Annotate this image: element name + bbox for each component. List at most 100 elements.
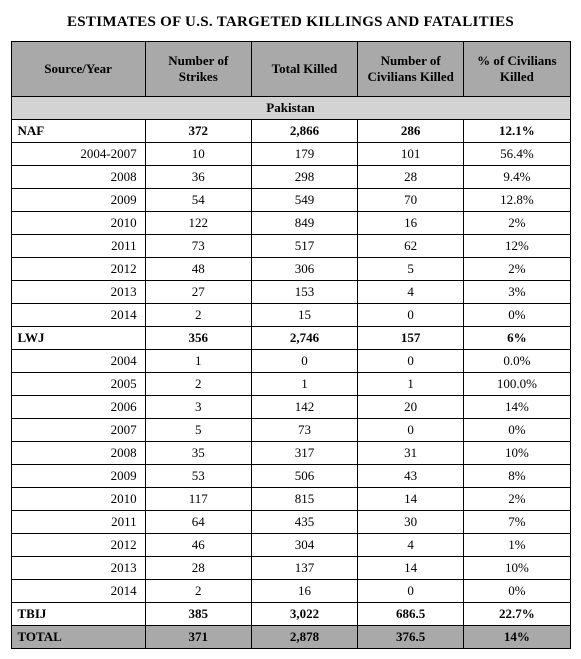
region-row: Pakistan bbox=[11, 97, 570, 120]
cell-strikes: 2 bbox=[145, 580, 251, 603]
cell-pct: 100.0% bbox=[464, 373, 570, 396]
cell-killed: 304 bbox=[251, 534, 357, 557]
cell-year: 2010 bbox=[11, 488, 145, 511]
cell-civilians: 14 bbox=[358, 557, 464, 580]
cell-civilians: 5 bbox=[358, 258, 464, 281]
cell-civilians: 4 bbox=[358, 281, 464, 304]
cell-killed: 435 bbox=[251, 511, 357, 534]
cell-civilians: 0 bbox=[358, 304, 464, 327]
cell-civilians: 0 bbox=[358, 419, 464, 442]
cell-year: 2012 bbox=[11, 534, 145, 557]
total-civilians: 376.5 bbox=[358, 626, 464, 649]
cell-civilians: 101 bbox=[358, 143, 464, 166]
cell-strikes: 36 bbox=[145, 166, 251, 189]
cell-killed: 0 bbox=[251, 350, 357, 373]
cell-pct: 7% bbox=[464, 511, 570, 534]
cell-killed: 317 bbox=[251, 442, 357, 465]
total-label: TOTAL bbox=[11, 626, 145, 649]
table-row: 20041000.0% bbox=[11, 350, 570, 373]
cell-year: 2007 bbox=[11, 419, 145, 442]
cell-pct: 0% bbox=[464, 304, 570, 327]
summary-strikes: 372 bbox=[145, 120, 251, 143]
summary-killed: 2,866 bbox=[251, 120, 357, 143]
total-pct: 14% bbox=[464, 626, 570, 649]
cell-civilians: 16 bbox=[358, 212, 464, 235]
cell-pct: 12.8% bbox=[464, 189, 570, 212]
cell-civilians: 20 bbox=[358, 396, 464, 419]
cell-civilians: 14 bbox=[358, 488, 464, 511]
cell-strikes: 122 bbox=[145, 212, 251, 235]
cell-year: 2014 bbox=[11, 580, 145, 603]
cell-civilians: 31 bbox=[358, 442, 464, 465]
cell-civilians: 0 bbox=[358, 350, 464, 373]
estimates-table: Source/Year Number of Strikes Total Kill… bbox=[11, 41, 571, 649]
table-row: 2011735176212% bbox=[11, 235, 570, 258]
source-summary-row: TBIJ3853,022686.522.7% bbox=[11, 603, 570, 626]
cell-pct: 0% bbox=[464, 580, 570, 603]
cell-strikes: 27 bbox=[145, 281, 251, 304]
cell-strikes: 2 bbox=[145, 304, 251, 327]
page-title: ESTIMATES OF U.S. TARGETED KILLINGS AND … bbox=[10, 14, 571, 31]
cell-civilians: 30 bbox=[358, 511, 464, 534]
cell-pct: 2% bbox=[464, 212, 570, 235]
table-row: 2010117815142% bbox=[11, 488, 570, 511]
cell-year: 2004-2007 bbox=[11, 143, 145, 166]
table-row: 200631422014% bbox=[11, 396, 570, 419]
cell-killed: 153 bbox=[251, 281, 357, 304]
table-row: 20124830652% bbox=[11, 258, 570, 281]
summary-strikes: 356 bbox=[145, 327, 251, 350]
cell-killed: 15 bbox=[251, 304, 357, 327]
table-row: 201164435307% bbox=[11, 511, 570, 534]
cell-killed: 16 bbox=[251, 580, 357, 603]
cell-year: 2014 bbox=[11, 304, 145, 327]
cell-strikes: 35 bbox=[145, 442, 251, 465]
cell-strikes: 46 bbox=[145, 534, 251, 557]
cell-killed: 849 bbox=[251, 212, 357, 235]
source-summary-row: LWJ3562,7461576% bbox=[11, 327, 570, 350]
col-pct-civilians: % of Civilians Killed bbox=[464, 42, 570, 97]
total-killed: 2,878 bbox=[251, 626, 357, 649]
table-row: 20132715343% bbox=[11, 281, 570, 304]
cell-strikes: 54 bbox=[145, 189, 251, 212]
summary-pct: 22.7% bbox=[464, 603, 570, 626]
cell-civilians: 62 bbox=[358, 235, 464, 258]
cell-pct: 0.0% bbox=[464, 350, 570, 373]
table-row: 20124630441% bbox=[11, 534, 570, 557]
cell-pct: 10% bbox=[464, 442, 570, 465]
cell-strikes: 3 bbox=[145, 396, 251, 419]
cell-strikes: 28 bbox=[145, 557, 251, 580]
source-summary-row: NAF3722,86628612.1% bbox=[11, 120, 570, 143]
summary-killed: 3,022 bbox=[251, 603, 357, 626]
cell-year: 2010 bbox=[11, 212, 145, 235]
cell-killed: 298 bbox=[251, 166, 357, 189]
cell-pct: 2% bbox=[464, 488, 570, 511]
cell-civilians: 28 bbox=[358, 166, 464, 189]
cell-strikes: 5 bbox=[145, 419, 251, 442]
table-row: 2010122849162% bbox=[11, 212, 570, 235]
cell-pct: 1% bbox=[464, 534, 570, 557]
summary-civilians: 686.5 bbox=[358, 603, 464, 626]
cell-year: 2004 bbox=[11, 350, 145, 373]
cell-civilians: 43 bbox=[358, 465, 464, 488]
cell-year: 2013 bbox=[11, 557, 145, 580]
table-row: 201421600% bbox=[11, 580, 570, 603]
cell-killed: 137 bbox=[251, 557, 357, 580]
cell-strikes: 53 bbox=[145, 465, 251, 488]
cell-pct: 2% bbox=[464, 258, 570, 281]
cell-killed: 179 bbox=[251, 143, 357, 166]
region-label: Pakistan bbox=[11, 97, 570, 120]
cell-pct: 14% bbox=[464, 396, 570, 419]
cell-killed: 306 bbox=[251, 258, 357, 281]
total-strikes: 371 bbox=[145, 626, 251, 649]
table-row: 2013281371410% bbox=[11, 557, 570, 580]
summary-pct: 12.1% bbox=[464, 120, 570, 143]
summary-civilians: 157 bbox=[358, 327, 464, 350]
total-row: TOTAL3712,878376.514% bbox=[11, 626, 570, 649]
cell-pct: 10% bbox=[464, 557, 570, 580]
cell-year: 2011 bbox=[11, 511, 145, 534]
cell-year: 2011 bbox=[11, 235, 145, 258]
cell-killed: 815 bbox=[251, 488, 357, 511]
cell-year: 2008 bbox=[11, 166, 145, 189]
table-row: 200757300% bbox=[11, 419, 570, 442]
cell-strikes: 73 bbox=[145, 235, 251, 258]
